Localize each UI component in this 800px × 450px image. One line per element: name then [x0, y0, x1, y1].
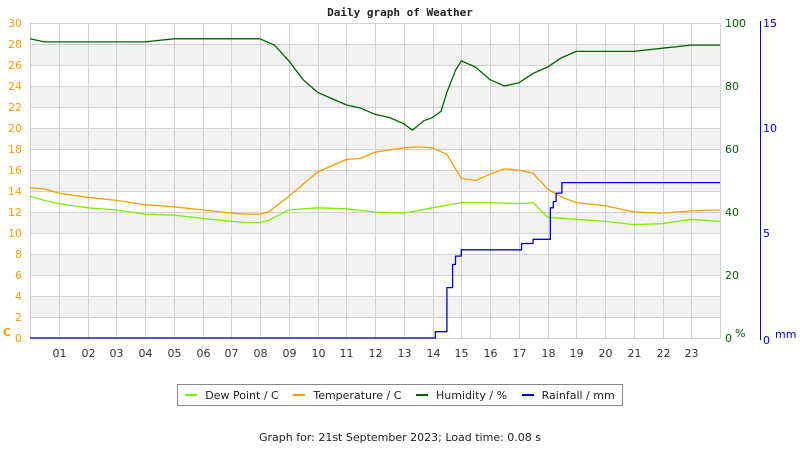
series-line-dew	[29, 195, 721, 226]
y-left-tick-label: 6	[15, 269, 22, 282]
x-tick-label: 16	[484, 347, 498, 360]
y-left-tick-label: 22	[8, 101, 22, 114]
y-humidity-unit-label: %	[735, 327, 745, 340]
x-tick-label: 19	[570, 347, 584, 360]
x-tick-label: 21	[628, 347, 642, 360]
y-left-tick-label: 8	[15, 248, 22, 261]
y-left-tick-label: 14	[8, 185, 22, 198]
x-tick-label: 09	[283, 347, 297, 360]
legend-label: Humidity / %	[436, 388, 508, 402]
x-tick-label: 10	[312, 347, 326, 360]
x-tick-label: 01	[53, 347, 67, 360]
x-tick-label: 12	[369, 347, 383, 360]
x-tick-label: 03	[110, 347, 124, 360]
x-tick-label: 20	[599, 347, 613, 360]
y-rain-unit-label: mm	[775, 328, 796, 341]
y-rain-tick-label: 10	[763, 122, 777, 135]
y-rain-tick-label: 0	[763, 334, 770, 347]
graph-footer: Graph for: 21st September 2023; Load tim…	[258, 431, 542, 444]
y-left-tick-label: 20	[8, 122, 22, 135]
x-tick-label: 08	[254, 347, 268, 360]
y-humidity-tick-label: 40	[725, 206, 739, 219]
x-tick-label: 18	[542, 347, 556, 360]
y-left-unit-label: C	[3, 326, 11, 339]
legend-swatch-temperature	[293, 394, 306, 396]
weather-chart: 01 02 03 04 05 06 07 08 09 10 11 12 13 14 15 16 17 18 19 20…	[3, 17, 796, 360]
series-line-rainfall	[30, 181, 720, 339]
legend-label: Dew Point / C	[205, 388, 279, 402]
y-humidity-tick-label: 100	[725, 17, 746, 30]
x-tick-label: 06	[197, 347, 211, 360]
y-left-tick-label: 2	[15, 311, 22, 324]
y-humidity-tick-label: 20	[725, 269, 739, 282]
legend-item-temperature: Temperature / C	[293, 389, 401, 402]
y-left-tick-label: 30	[8, 17, 22, 30]
series-line-temperature	[29, 146, 721, 215]
x-tick-label: 23	[685, 347, 699, 360]
y-left-tick-label: 0	[15, 332, 22, 345]
x-tick-label: 11	[340, 347, 354, 360]
x-tick-label: 07	[225, 347, 239, 360]
legend-swatch-rainfall	[521, 394, 534, 396]
y-left-tick-label: 4	[15, 290, 22, 303]
y-rain-tick-label: 5	[763, 227, 770, 240]
x-tick-label: 15	[455, 347, 469, 360]
x-tick-label: 02	[82, 347, 96, 360]
legend-label: Temperature / C	[313, 388, 402, 402]
legend-swatch-humidity	[416, 394, 429, 396]
chart-title: Daily graph of Weather	[327, 6, 473, 19]
x-tick-label: 13	[398, 347, 412, 360]
x-tick-label: 05	[168, 347, 182, 360]
y-humidity-tick-label: 0	[725, 332, 732, 345]
x-tick-label: 14	[427, 347, 441, 360]
x-tick-label: 22	[657, 347, 671, 360]
y-left-tick-label: 18	[8, 143, 22, 156]
y-rain-tick-label: 15	[763, 17, 777, 30]
legend-item-rainfall: Rainfall / mm	[521, 388, 615, 402]
y-left-tick-label: 10	[8, 227, 22, 240]
series-line-humidity	[29, 38, 720, 131]
legend-item-dew-point: Dew Point / C	[185, 388, 279, 402]
y-left-tick-label: 28	[8, 38, 22, 51]
y-left-tick-label: 12	[8, 206, 22, 219]
y-humidity-tick-label: 80	[725, 80, 739, 93]
y-left-tick-label: 16	[8, 164, 22, 177]
y-left-tick-label: 26	[8, 59, 22, 72]
y-humidity-tick-label: 60	[725, 143, 739, 156]
x-tick-label: 17	[513, 347, 527, 360]
y-left-tick-label: 24	[8, 80, 22, 93]
legend-label: Rainfall / mm	[541, 388, 615, 402]
legend-swatch-dew-point	[185, 394, 198, 396]
legend-item-humidity: Humidity / %	[416, 389, 507, 402]
legend: Dew Point / C Temperature / C Humidity /…	[177, 384, 623, 406]
x-tick-label: 04	[139, 347, 153, 360]
